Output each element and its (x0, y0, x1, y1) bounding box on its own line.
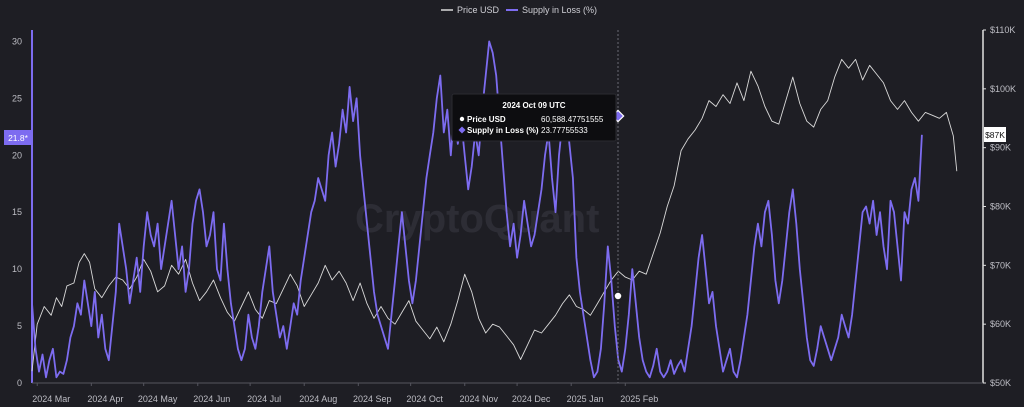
x-tick-label: 2024 Sep (353, 394, 392, 404)
x-tick-label: 2024 Nov (459, 394, 498, 404)
tooltip-price-value: 60,588.47751555 (541, 115, 604, 124)
right-tick-label: $100K (990, 84, 1016, 94)
price-usd-line (31, 58, 958, 372)
right-tick-label: $90K (990, 143, 1011, 153)
left-tag-box (4, 130, 32, 145)
left-tick-label: 25 (12, 93, 22, 103)
right-tick-label: $80K (990, 202, 1011, 212)
tooltip: 2024 Oct 09 UTC Price USD 60,588.4775155… (451, 93, 617, 142)
tooltip-supply-value: 23.77755533 (541, 126, 588, 135)
watermark-logo: CryptoQuant (355, 197, 599, 241)
left-tick-label: 30 (12, 36, 22, 46)
x-tick-label: 2024 May (138, 394, 178, 404)
x-axis-ticks: 2024 Mar 2024 Apr 2024 May 2024 Jun 2024 Jul… (32, 383, 658, 404)
right-current-value-tag: $87K (984, 127, 1006, 142)
left-tick-label: 5 (17, 321, 22, 331)
tooltip-price-label: Price USD (467, 115, 506, 124)
left-tick-label: 0 (17, 378, 22, 388)
left-tick-label: 20 (12, 150, 22, 160)
tooltip-supply-label: Supply in Loss (%) (467, 126, 539, 135)
legend-label-supply-in-loss[interactable]: Supply in Loss (%) (522, 5, 597, 15)
left-tick-label: 10 (12, 264, 22, 274)
x-tick-label: 2024 Oct (406, 394, 443, 404)
right-tick-label: $70K (990, 260, 1011, 270)
x-tick-label: 2024 Jun (193, 394, 230, 404)
tooltip-price-dot-icon (459, 116, 465, 122)
x-tick-label: 2025 Feb (620, 394, 658, 404)
right-tag-text: $87K (985, 130, 1005, 140)
x-tick-label: 2025 Jan (567, 394, 604, 404)
tooltip-box (451, 93, 617, 142)
tooltip-supply-diamond-icon (458, 126, 466, 134)
legend[interactable]: Price USD Supply in Loss (%) (441, 5, 597, 15)
left-axis-ticks: 0 5 10 15 20 25 30 (12, 36, 22, 388)
x-tick-label: 2024 Aug (299, 394, 337, 404)
supply-in-loss-line (31, 40, 923, 379)
legend-label-price[interactable]: Price USD (457, 5, 500, 15)
right-tag-box (984, 127, 1006, 142)
right-axis-ticks: $50K $60K $70K $80K $90K $100K $110K (983, 25, 1016, 388)
series-layer (31, 40, 958, 379)
tooltip-date: 2024 Oct 09 UTC (502, 101, 565, 110)
price-hover-marker (613, 291, 623, 301)
right-tick-label: $60K (990, 319, 1011, 329)
x-tick-label: 2024 Jul (247, 394, 281, 404)
right-tick-label: $50K (990, 378, 1011, 388)
right-tick-label: $110K (990, 25, 1015, 35)
left-tag-text: 21.8* (8, 133, 29, 143)
left-current-value-tag: 21.8* (4, 130, 32, 145)
x-tick-label: 2024 Dec (512, 394, 551, 404)
x-tick-label: 2024 Apr (87, 394, 123, 404)
left-tick-label: 15 (12, 207, 22, 217)
x-tick-label: 2024 Mar (32, 394, 70, 404)
